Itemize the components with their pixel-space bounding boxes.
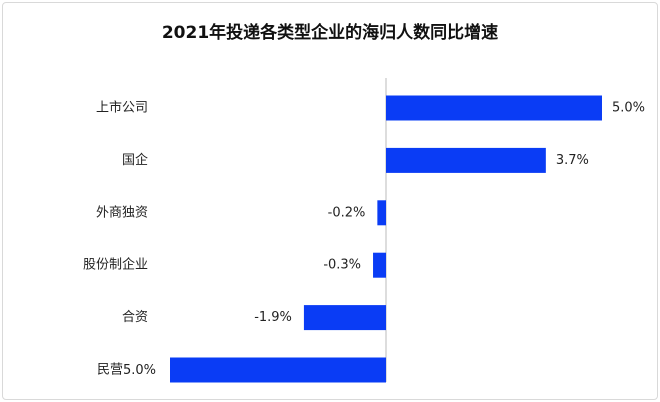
value-label-1: 3.7% (556, 153, 589, 168)
category-label-3: 股份制企业 (83, 257, 148, 273)
value-label-2: -0.2% (328, 205, 366, 220)
value-label-4: -1.9% (254, 310, 292, 325)
category-label-2: 外商独资 (96, 205, 148, 220)
category-label-1: 国企 (122, 152, 148, 168)
chart-title: 2021年投递各类型企业的海归人数同比增速 (161, 23, 499, 43)
category-label-0: 上市公司 (96, 100, 148, 116)
category-label-4: 合资 (122, 310, 148, 325)
bar-5 (170, 357, 386, 383)
value-label-0: 5.0% (612, 101, 645, 116)
category-label-5: 民营5.0% (97, 363, 156, 378)
bar-2 (377, 200, 386, 226)
value-label-3: -0.3% (323, 258, 361, 273)
bar-0 (386, 95, 602, 121)
value-label-5: 5.0% (123, 363, 156, 378)
bar-4 (303, 305, 386, 331)
bar-3 (373, 252, 386, 278)
bar-1 (386, 147, 546, 173)
